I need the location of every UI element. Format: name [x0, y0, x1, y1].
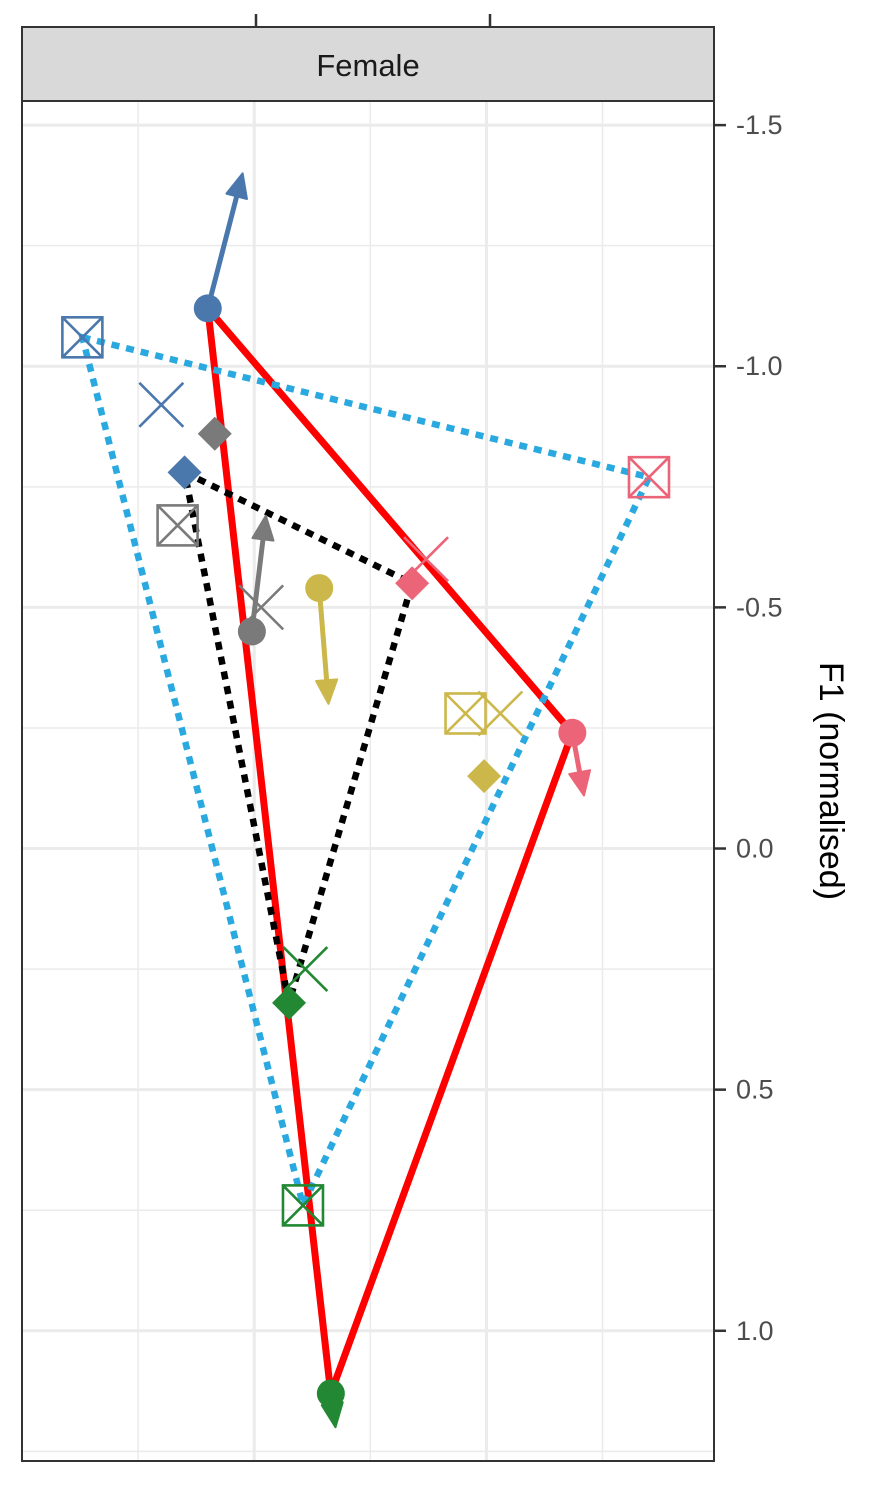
point-diamond-pink: [395, 566, 430, 601]
arrow-head-blue: [225, 172, 248, 200]
point-circle-yellow: [305, 574, 334, 603]
point-circle-pink: [558, 718, 587, 747]
y-axis: -1.5 -1.0 -0.5 0.0 0.5 1.0: [714, 110, 783, 1346]
point-x-green: [282, 946, 329, 993]
arrow-head-yellow: [315, 678, 339, 705]
y-tick-label: -1.5: [736, 110, 783, 140]
data-points: [61, 294, 671, 1408]
y-axis-title: F1 (normalised): [812, 662, 850, 900]
point-boxx-blue: [61, 316, 104, 359]
point-diamond-grey: [197, 416, 232, 451]
facet-strip-label: Female: [316, 48, 419, 83]
arrow-shaft-yellow: [316, 585, 330, 686]
y-tick-label: 1.0: [736, 1316, 774, 1346]
point-boxx-green: [281, 1184, 325, 1227]
arrow-head-grey: [251, 514, 275, 542]
point-boxx-cross-blue: [61, 316, 104, 359]
arrow-head-pink: [568, 769, 592, 797]
point-diamond-blue: [167, 455, 202, 490]
plot-panel: [22, 101, 714, 1461]
point-boxx-cross-pink: [628, 456, 670, 499]
point-boxx-cross-yellow: [444, 692, 487, 735]
point-diamond-yellow: [467, 759, 502, 794]
y-tick-label: -0.5: [736, 592, 783, 622]
y-tick-label: -1.0: [736, 351, 783, 381]
arrow-shaft-blue: [205, 190, 240, 311]
point-boxx-yellow: [444, 692, 487, 735]
point-x-blue: [138, 381, 185, 428]
y-tick-label: 0.5: [736, 1075, 774, 1105]
gridlines: [22, 101, 714, 1461]
polygon-red: [203, 297, 577, 1395]
facet-strip: [21, 26, 715, 102]
point-boxx-pink: [627, 455, 671, 499]
point-boxx-cross-green: [282, 1184, 324, 1227]
polygon-black: [180, 466, 416, 1004]
plot-border: [21, 100, 715, 1462]
point-circle-green: [316, 1379, 345, 1408]
y-tick-label: 0.0: [736, 834, 774, 864]
point-boxx-cross-grey: [156, 504, 199, 547]
point-x-pink: [403, 536, 449, 583]
vowel-polygons: [77, 297, 654, 1395]
point-boxx-grey: [156, 504, 199, 547]
point-x-grey: [238, 584, 285, 631]
polygon-cyan: [77, 332, 654, 1215]
point-circle-grey: [237, 617, 266, 646]
point-circle-blue: [193, 294, 222, 323]
point-diamond-green: [272, 985, 307, 1020]
